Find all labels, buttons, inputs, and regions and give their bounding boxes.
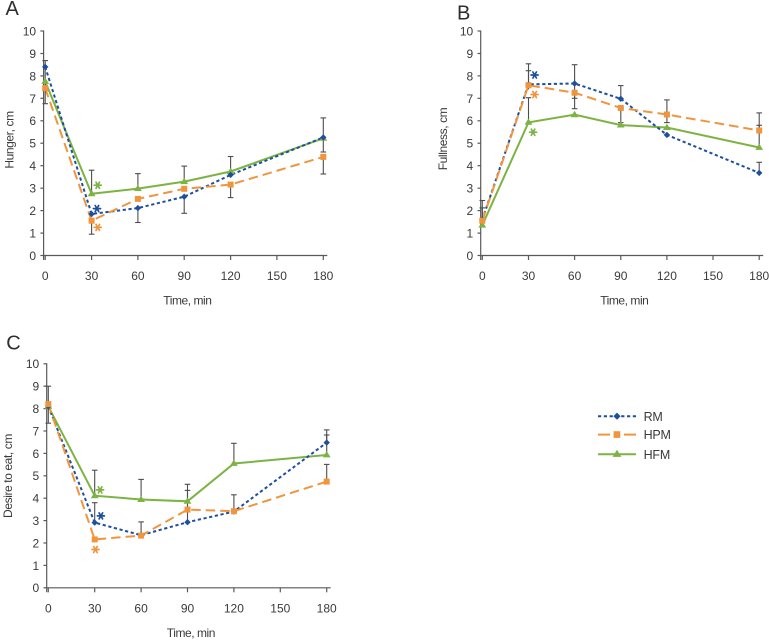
svg-text:90: 90 — [178, 269, 192, 283]
svg-text:60: 60 — [131, 269, 145, 283]
svg-text:Hunger, cm: Hunger, cm — [3, 111, 17, 169]
svg-text:0: 0 — [467, 249, 474, 263]
svg-text:5: 5 — [33, 469, 40, 483]
svg-text:6: 6 — [467, 114, 474, 128]
svg-text:180: 180 — [313, 269, 333, 283]
svg-text:HFM: HFM — [644, 448, 670, 462]
svg-text:1: 1 — [33, 559, 40, 573]
svg-text:0: 0 — [29, 249, 36, 263]
svg-text:30: 30 — [88, 601, 102, 615]
svg-text:30: 30 — [522, 269, 536, 283]
svg-text:A: A — [6, 0, 20, 20]
svg-text:180: 180 — [749, 269, 769, 283]
svg-text:150: 150 — [270, 601, 290, 615]
svg-text:120: 120 — [224, 601, 244, 615]
svg-text:3: 3 — [29, 182, 36, 196]
svg-text:180: 180 — [317, 601, 337, 615]
svg-text:0: 0 — [33, 581, 40, 595]
svg-text:90: 90 — [181, 601, 195, 615]
svg-text:4: 4 — [467, 159, 474, 173]
svg-text:1: 1 — [467, 227, 474, 241]
svg-text:HPM: HPM — [644, 428, 671, 442]
svg-text:6: 6 — [33, 447, 40, 461]
svg-text:9: 9 — [33, 380, 40, 394]
svg-text:3: 3 — [467, 182, 474, 196]
svg-text:8: 8 — [33, 402, 40, 416]
svg-text:3: 3 — [33, 514, 40, 528]
svg-text:5: 5 — [467, 137, 474, 151]
svg-text:0: 0 — [45, 601, 52, 615]
svg-text:2: 2 — [33, 536, 40, 550]
svg-text:10: 10 — [460, 24, 474, 38]
svg-text:9: 9 — [467, 47, 474, 61]
svg-text:Desire to eat, cm: Desire to eat, cm — [1, 434, 15, 518]
svg-text:6: 6 — [29, 114, 36, 128]
svg-text:8: 8 — [29, 69, 36, 83]
svg-text:60: 60 — [134, 601, 148, 615]
svg-text:5: 5 — [29, 137, 36, 151]
svg-text:Time, min: Time, min — [600, 294, 648, 308]
svg-text:10: 10 — [23, 24, 37, 38]
svg-text:0: 0 — [479, 269, 486, 283]
svg-text:150: 150 — [703, 269, 723, 283]
svg-text:2: 2 — [467, 204, 474, 218]
svg-text:150: 150 — [267, 269, 287, 283]
svg-text:7: 7 — [33, 424, 40, 438]
svg-text:4: 4 — [29, 159, 36, 173]
svg-text:1: 1 — [29, 227, 36, 241]
svg-text:10: 10 — [26, 357, 40, 371]
svg-text:30: 30 — [85, 269, 99, 283]
svg-text:0: 0 — [42, 269, 49, 283]
svg-text:C: C — [6, 332, 20, 354]
svg-text:Fullness, cm: Fullness, cm — [436, 107, 450, 170]
svg-text:B: B — [457, 3, 470, 25]
svg-text:90: 90 — [614, 269, 628, 283]
svg-text:60: 60 — [568, 269, 582, 283]
svg-text:Time, min: Time, min — [163, 294, 211, 308]
svg-text:8: 8 — [467, 69, 474, 83]
svg-text:7: 7 — [467, 92, 474, 106]
svg-text:120: 120 — [657, 269, 677, 283]
svg-text:120: 120 — [221, 269, 241, 283]
svg-text:7: 7 — [29, 92, 36, 106]
svg-text:RM: RM — [644, 410, 663, 424]
svg-text:9: 9 — [29, 47, 36, 61]
svg-text:4: 4 — [33, 492, 40, 506]
svg-text:Time, min: Time, min — [167, 626, 215, 639]
svg-text:2: 2 — [29, 204, 36, 218]
